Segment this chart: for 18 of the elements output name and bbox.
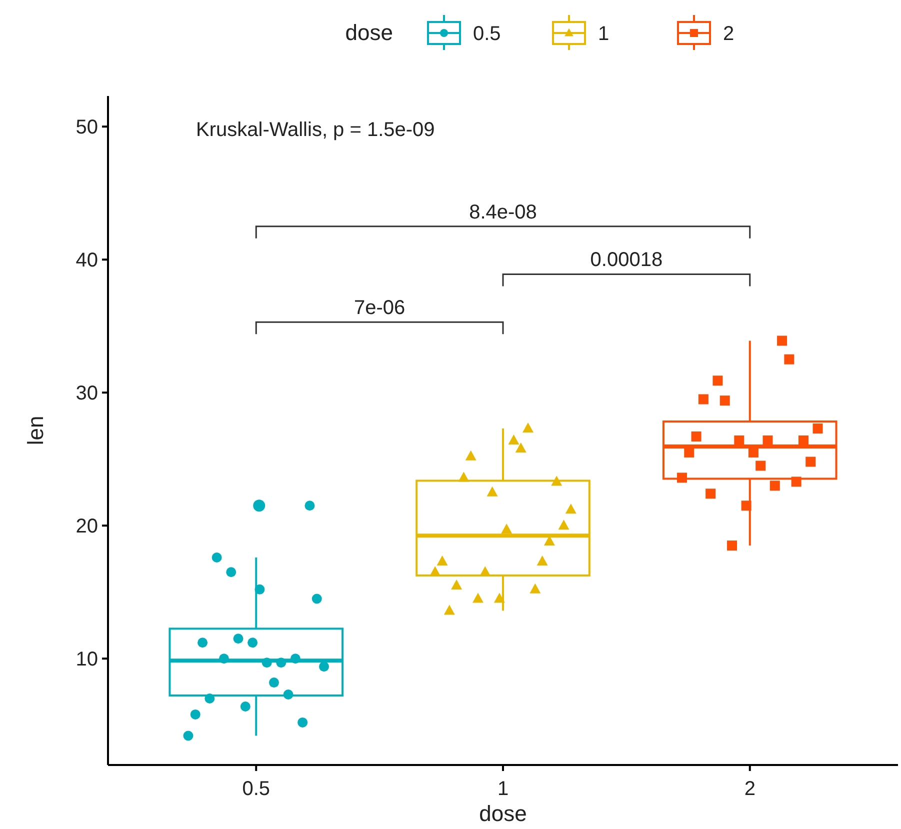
annotation: Kruskal-Wallis, p = 1.5e-09 xyxy=(196,119,435,141)
legend-label: 0.5 xyxy=(473,23,501,45)
y-tick-label: 40 xyxy=(76,250,98,272)
x-tick-label: 2 xyxy=(744,778,756,800)
annotation: 8.4e-08 xyxy=(469,201,537,224)
y-tick-label: 30 xyxy=(76,382,98,405)
y-tick-label: 50 xyxy=(76,116,98,139)
legend-label: 1 xyxy=(598,23,610,45)
legend-label: 2 xyxy=(723,23,734,45)
x-axis-title: dose xyxy=(479,801,527,826)
y-axis-title: len xyxy=(23,416,48,446)
annotation: 7e-06 xyxy=(354,297,406,320)
legend-title: dose xyxy=(345,20,393,45)
x-tick-label: 1 xyxy=(497,778,509,800)
x-tick-label: 0.5 xyxy=(242,778,270,800)
y-tick-label: 10 xyxy=(76,648,98,671)
y-tick-label: 20 xyxy=(76,516,98,538)
annotation: 0.00018 xyxy=(590,249,663,272)
